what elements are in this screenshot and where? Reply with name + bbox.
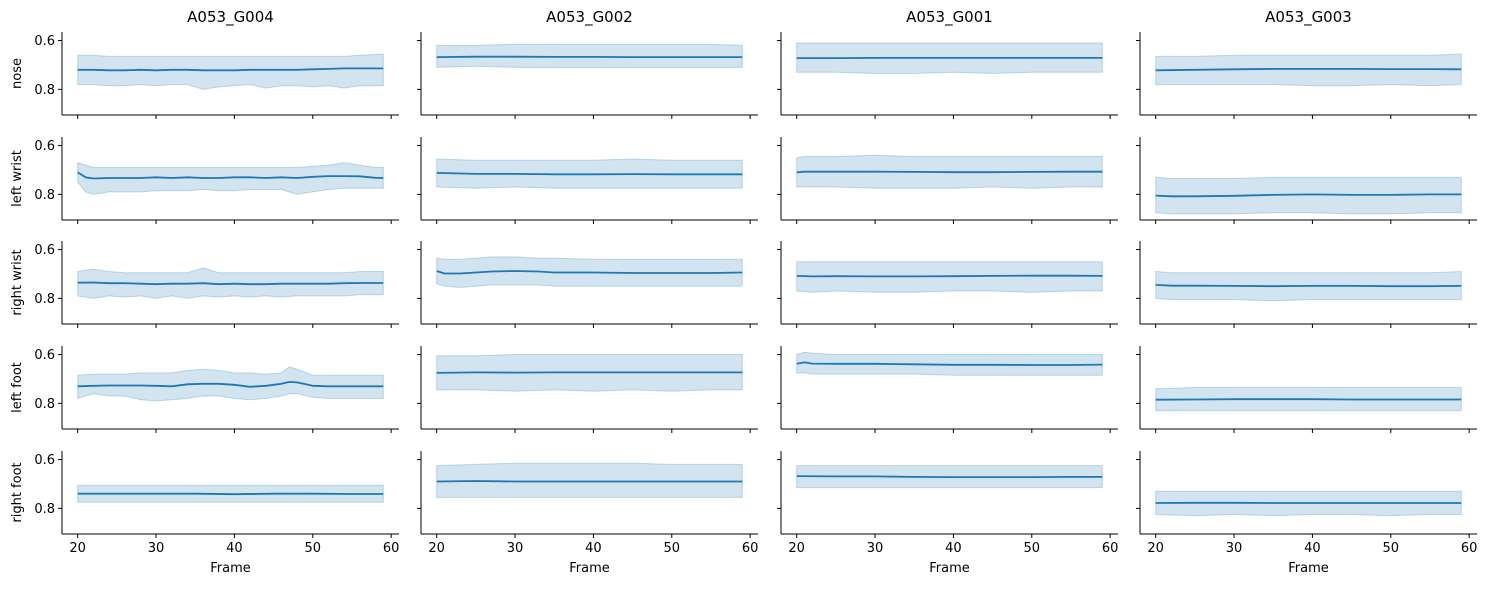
y-tick-label: 0.6 xyxy=(34,453,55,468)
x-tick-label: 40 xyxy=(226,541,243,556)
x-tick-label: 40 xyxy=(585,541,602,556)
panel-left-wrist-a053-g003 xyxy=(1136,137,1477,224)
x-axis-label: Frame xyxy=(210,561,251,576)
panel-right-foot-a053-g003: 20 30 40 50 60 Frame xyxy=(1136,451,1477,576)
panel-left-foot-a053-g004: 0.6 0.8 xyxy=(34,346,399,433)
x-tick-label: 20 xyxy=(1147,541,1164,556)
panel-left-wrist-a053-g004: 0.6 0.8 xyxy=(34,137,399,224)
confidence-band xyxy=(437,44,743,67)
column-title-a053-g004: A053_G004 xyxy=(187,8,274,27)
row-label-right-wrist: right wrist xyxy=(10,249,25,315)
panel-right-wrist-a053-g003 xyxy=(1136,241,1477,328)
panel-right-wrist-a053-g001 xyxy=(777,241,1118,328)
row-label-nose: nose xyxy=(10,58,25,89)
x-axis-label: Frame xyxy=(1288,561,1329,576)
panel-right-foot-a053-g004: 0.6 0.8 20 30 40 50 60 Frame xyxy=(34,451,399,576)
mean-line xyxy=(78,494,384,495)
x-tick-label: 30 xyxy=(867,541,884,556)
x-tick-label: 50 xyxy=(1024,541,1041,556)
panel-nose-a053-g001 xyxy=(777,32,1118,119)
y-tick-label: 0.8 xyxy=(34,83,55,98)
x-tick-label: 30 xyxy=(507,541,524,556)
column-title-a053-g003: A053_G003 xyxy=(1265,8,1352,27)
x-tick-label: 60 xyxy=(1102,541,1119,556)
y-tick-label: 0.8 xyxy=(34,502,55,517)
panel-right-foot-a053-g002: 20 30 40 50 60 Frame xyxy=(417,451,758,576)
mean-line xyxy=(1156,399,1462,400)
mean-line xyxy=(797,172,1103,173)
y-tick-label: 0.6 xyxy=(34,243,55,258)
panel-nose-a053-g002 xyxy=(417,32,758,119)
x-tick-label: 30 xyxy=(148,541,165,556)
y-tick-label: 0.6 xyxy=(34,139,55,154)
y-tick-label: 0.6 xyxy=(34,34,55,49)
y-tick-label: 0.8 xyxy=(34,188,55,203)
x-tick-label: 20 xyxy=(788,541,805,556)
panel-left-wrist-a053-g001 xyxy=(777,137,1118,224)
x-tick-label: 60 xyxy=(742,541,759,556)
panel-right-wrist-a053-g002 xyxy=(417,241,758,328)
y-tick-label: 0.8 xyxy=(34,397,55,412)
x-tick-label: 50 xyxy=(1383,541,1400,556)
column-title-a053-g002: A053_G002 xyxy=(546,8,633,27)
row-label-left-foot: left foot xyxy=(10,362,25,413)
panel-left-foot-a053-g001 xyxy=(777,346,1118,433)
x-tick-label: 20 xyxy=(69,541,86,556)
panel-nose-a053-g003 xyxy=(1136,32,1477,119)
x-tick-label: 50 xyxy=(664,541,681,556)
x-axis-label: Frame xyxy=(569,561,610,576)
x-tick-label: 40 xyxy=(1304,541,1321,556)
mean-line xyxy=(437,372,743,373)
x-tick-label: 60 xyxy=(1461,541,1478,556)
confidence-band xyxy=(78,54,384,89)
x-axis-label: Frame xyxy=(929,561,970,576)
x-tick-label: 60 xyxy=(383,541,400,556)
panel-left-foot-a053-g003 xyxy=(1136,346,1477,433)
mean-line xyxy=(797,276,1103,277)
x-tick-label: 50 xyxy=(305,541,322,556)
y-tick-label: 0.8 xyxy=(34,292,55,307)
column-title-a053-g001: A053_G001 xyxy=(906,8,993,27)
panel-right-foot-a053-g001: 20 30 40 50 60 Frame xyxy=(777,451,1118,576)
mean-line xyxy=(797,476,1103,477)
y-tick-label: 0.6 xyxy=(34,348,55,363)
x-tick-label: 40 xyxy=(945,541,962,556)
panel-nose-a053-g004: 0.6 0.8 xyxy=(34,32,399,119)
panel-right-wrist-a053-g004: 0.6 0.8 xyxy=(34,241,399,328)
mean-line xyxy=(437,481,743,482)
x-tick-label: 20 xyxy=(428,541,445,556)
row-label-left-wrist: left wrist xyxy=(10,150,25,207)
panel-left-wrist-a053-g002 xyxy=(417,137,758,224)
x-tick-label: 30 xyxy=(1226,541,1243,556)
row-label-right-foot: right foot xyxy=(10,462,25,522)
panel-left-foot-a053-g002 xyxy=(417,346,758,433)
